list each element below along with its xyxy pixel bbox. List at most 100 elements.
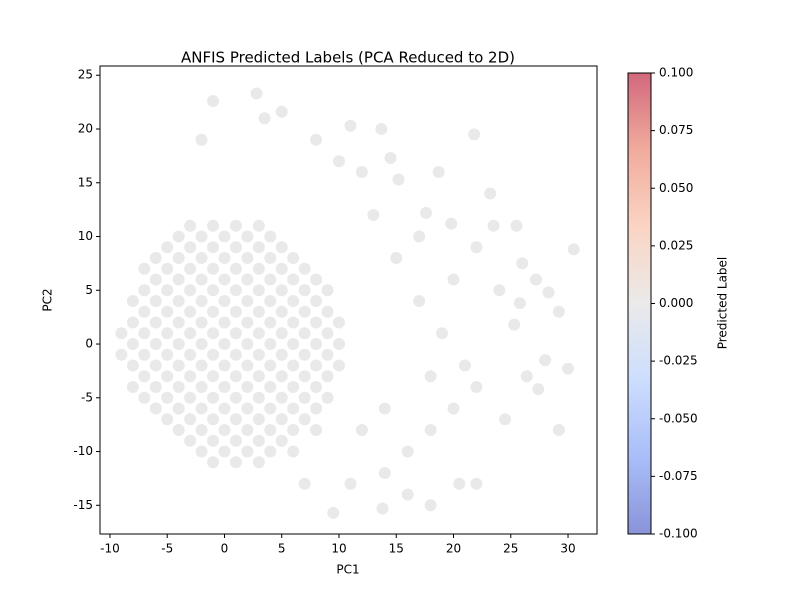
point <box>195 402 208 415</box>
point <box>424 499 437 512</box>
point <box>298 305 311 318</box>
point <box>413 230 426 243</box>
point <box>161 413 174 426</box>
point <box>520 370 533 383</box>
point <box>252 262 265 275</box>
point <box>458 359 471 372</box>
point <box>207 434 220 447</box>
point <box>287 273 300 286</box>
point <box>332 316 345 329</box>
point <box>195 381 208 394</box>
x-tick-label: 20 <box>446 542 461 556</box>
point <box>184 413 197 426</box>
point <box>207 327 220 340</box>
point <box>392 173 405 186</box>
point <box>241 295 254 308</box>
point <box>287 424 300 437</box>
point <box>138 327 151 340</box>
point <box>229 327 242 340</box>
point <box>275 305 288 318</box>
point <box>436 327 449 340</box>
point <box>298 327 311 340</box>
point <box>252 327 265 340</box>
point <box>287 252 300 265</box>
point <box>445 217 458 230</box>
point <box>424 424 437 437</box>
point <box>172 295 185 308</box>
point <box>207 95 220 108</box>
point <box>510 219 523 232</box>
point <box>184 348 197 361</box>
point <box>310 359 323 372</box>
point <box>195 338 208 351</box>
point <box>432 166 445 179</box>
colorbar-tick-label: -0.025 <box>659 354 698 368</box>
point <box>229 391 242 404</box>
point <box>138 284 151 297</box>
point <box>298 284 311 297</box>
point <box>275 105 288 118</box>
chart-title: ANFIS Predicted Labels (PCA Reduced to 2… <box>181 49 515 67</box>
point <box>275 327 288 340</box>
point <box>161 262 174 275</box>
point <box>172 230 185 243</box>
point <box>241 359 254 372</box>
point <box>420 206 433 219</box>
point <box>252 348 265 361</box>
point <box>264 381 277 394</box>
point <box>562 362 575 375</box>
point <box>376 502 389 515</box>
point <box>287 316 300 329</box>
point <box>378 467 391 480</box>
point <box>264 230 277 243</box>
y-axis-label: PC2 <box>41 288 55 311</box>
point <box>321 284 334 297</box>
point <box>126 359 139 372</box>
colorbar-tick-label: -0.075 <box>659 469 698 483</box>
point <box>149 338 162 351</box>
point <box>241 424 254 437</box>
x-tick-label: 10 <box>331 542 346 556</box>
point <box>184 327 197 340</box>
point <box>172 252 185 265</box>
point <box>567 243 580 256</box>
point <box>310 295 323 308</box>
point <box>310 402 323 415</box>
point <box>172 359 185 372</box>
point <box>207 348 220 361</box>
point <box>298 370 311 383</box>
point <box>138 348 151 361</box>
point <box>172 381 185 394</box>
point <box>126 295 139 308</box>
point <box>115 348 128 361</box>
point <box>184 262 197 275</box>
point <box>138 370 151 383</box>
colorbar-tick-label: 0.050 <box>659 181 693 195</box>
point <box>252 219 265 232</box>
point <box>207 413 220 426</box>
point <box>310 338 323 351</box>
point <box>184 305 197 318</box>
point <box>229 219 242 232</box>
point <box>287 402 300 415</box>
point <box>195 445 208 458</box>
point <box>252 370 265 383</box>
point <box>264 359 277 372</box>
point <box>355 166 368 179</box>
point <box>264 316 277 329</box>
colorbar-label: Predicted Label <box>716 257 730 350</box>
point <box>487 219 500 232</box>
point <box>552 305 565 318</box>
point <box>161 284 174 297</box>
point <box>298 348 311 361</box>
point <box>241 338 254 351</box>
point <box>241 252 254 265</box>
point <box>447 273 460 286</box>
point <box>241 381 254 394</box>
point <box>275 370 288 383</box>
point <box>252 413 265 426</box>
colorbar-tick-label: 0.000 <box>659 296 693 310</box>
point <box>195 359 208 372</box>
scatter-series <box>115 87 580 519</box>
x-tick-label: 25 <box>503 542 518 556</box>
